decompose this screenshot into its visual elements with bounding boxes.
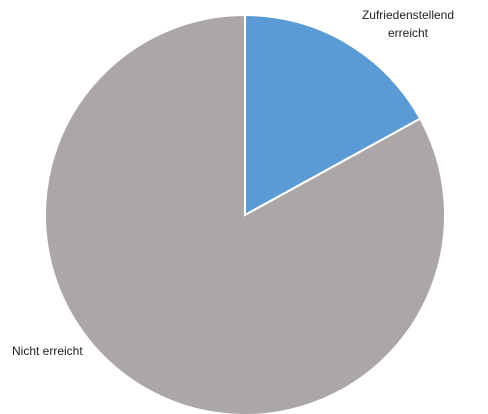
pie-slice: [244, 13, 422, 217]
slice-label: Zufriedenstellend erreicht: [361, 8, 455, 40]
pie-slice: [44, 13, 446, 414]
slice-label: Nicht erreicht: [12, 344, 83, 358]
